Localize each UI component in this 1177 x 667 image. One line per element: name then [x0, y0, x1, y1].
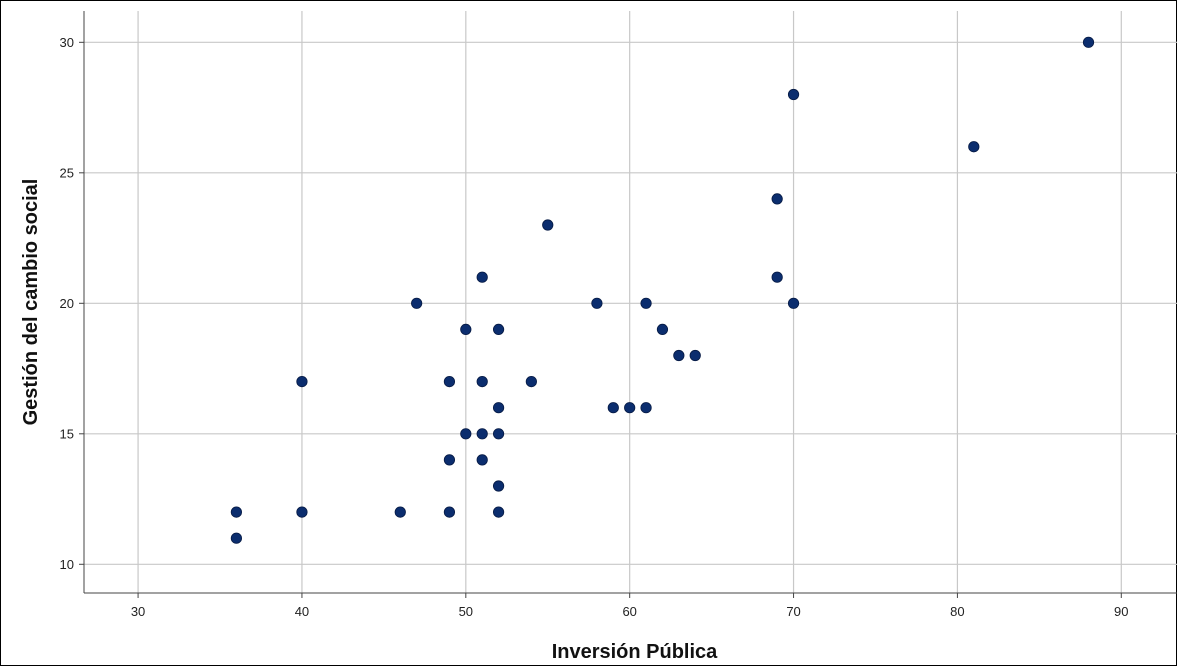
data-point: [492, 428, 505, 440]
data-point: [492, 402, 505, 414]
data-point: [640, 402, 652, 414]
x-tick-label: 30: [131, 604, 145, 619]
data-point: [624, 402, 636, 414]
data-point: [476, 271, 488, 283]
data-point: [525, 376, 537, 388]
y-tick-label: 20: [60, 296, 74, 311]
x-tick-label: 80: [950, 604, 964, 619]
data-point: [476, 454, 488, 466]
data-point: [492, 323, 505, 336]
data-points: [230, 36, 1095, 544]
x-tick-label: 40: [295, 604, 309, 619]
y-axis-title: Gestión del cambio social: [20, 179, 42, 426]
x-tick-label: 50: [459, 604, 473, 619]
data-point: [1082, 36, 1095, 48]
data-point: [492, 480, 505, 492]
data-point: [460, 323, 472, 336]
grid-lines: [84, 11, 1177, 593]
y-tick-label: 15: [60, 426, 74, 441]
data-point: [673, 349, 685, 362]
x-tick-label: 60: [622, 604, 636, 619]
data-point: [591, 297, 603, 309]
data-point: [656, 323, 669, 336]
axes: [79, 11, 1177, 598]
data-point: [230, 506, 242, 518]
data-point: [230, 532, 242, 544]
data-point: [460, 428, 472, 440]
tick-labels: 30 40 50 60 70 80 90 10 15 20 25 30: [60, 35, 1129, 619]
data-point: [771, 193, 783, 205]
data-point: [476, 376, 488, 388]
data-point: [443, 454, 456, 466]
data-point: [443, 376, 456, 388]
data-point: [296, 506, 308, 518]
data-point: [640, 297, 652, 309]
data-point: [411, 297, 423, 309]
x-tick-label: 70: [786, 604, 800, 619]
data-point: [689, 349, 701, 362]
data-point: [492, 506, 505, 518]
data-point: [787, 88, 800, 101]
data-point: [542, 219, 554, 231]
data-point: [296, 376, 308, 388]
y-tick-label: 30: [60, 35, 74, 50]
data-point: [443, 506, 456, 518]
data-point: [607, 402, 619, 414]
x-tick-label: 90: [1114, 604, 1128, 619]
data-point: [394, 506, 406, 518]
data-point: [476, 428, 488, 440]
data-point: [968, 141, 980, 153]
x-axis-title: Inversión Pública: [552, 641, 718, 663]
data-point: [787, 297, 800, 309]
y-tick-label: 10: [60, 557, 74, 572]
y-tick-label: 25: [60, 165, 74, 180]
data-point: [771, 271, 783, 283]
